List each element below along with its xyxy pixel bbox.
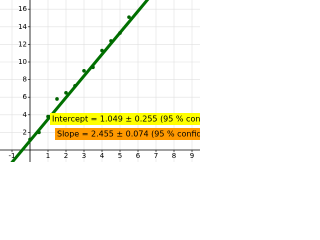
annotation: Intercept = 1.049 ± 0.255 (95 % confiden… <box>52 115 200 124</box>
page: {"chart_data": {"type": "scatter", "x": … <box>0 0 200 162</box>
x-tick-label: 4 <box>100 152 105 160</box>
annotations: Intercept = 1.049 ± 0.255 (95 % confiden… <box>50 113 200 140</box>
x-tick-label: 2 <box>64 152 68 160</box>
annotation-box <box>50 113 200 125</box>
y-tick-label: 16 <box>18 5 27 13</box>
x-tick-label: 7 <box>154 152 158 160</box>
y-tick-label: 2 <box>23 128 27 136</box>
data-point <box>91 65 95 70</box>
annotation-box <box>55 128 200 140</box>
data-point <box>28 137 32 142</box>
data-point <box>37 130 41 135</box>
x-tick-label: 5 <box>118 152 122 160</box>
y-tick-label: 14 <box>18 23 27 31</box>
fit-line <box>10 0 150 162</box>
x-tick-label: 6 <box>136 152 141 160</box>
y-tick-label: 10 <box>18 58 27 66</box>
y-tick-label: 6 <box>23 93 28 101</box>
data-point <box>100 48 104 53</box>
x-tick-label: 3 <box>82 152 86 160</box>
x-tick-label: 9 <box>190 152 194 160</box>
data-point <box>73 83 77 88</box>
data-point <box>64 90 68 95</box>
data-point <box>82 68 86 73</box>
y-tick-label: 8 <box>23 76 27 84</box>
data-point <box>46 114 50 119</box>
y-tick-label: 12 <box>18 40 27 48</box>
data-point <box>109 39 113 43</box>
data-point <box>127 15 131 19</box>
x-tick-label: -1 <box>9 152 16 160</box>
x-tick-label: 8 <box>172 152 176 160</box>
y-tick-label: 4 <box>23 111 28 119</box>
marks <box>10 0 150 162</box>
data-point <box>55 97 59 101</box>
x-tick-label: 1 <box>46 152 50 160</box>
data-point <box>118 31 122 35</box>
annotation: Slope = 2.455 ± 0.074 (95 % confidence) <box>57 130 200 139</box>
